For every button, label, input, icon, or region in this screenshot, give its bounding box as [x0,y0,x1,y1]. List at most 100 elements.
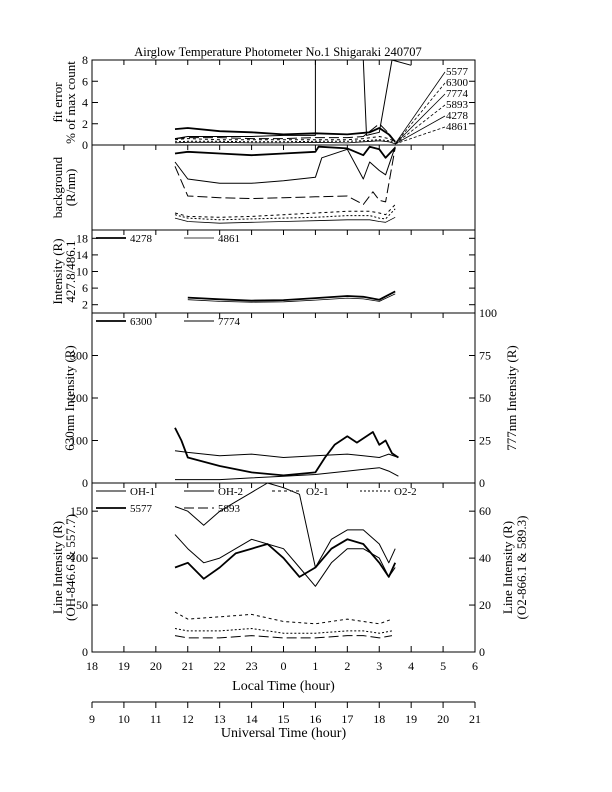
y-tick-label: 14 [76,248,88,262]
series-line-trace-4 [174,204,396,218]
series-line-6300 [174,427,399,477]
x-tick-label: 18 [86,659,98,673]
x2-tick-label: 12 [182,712,194,726]
y-axis-label: Line Intensity (R) [50,521,65,614]
y-tick-label: 2 [82,298,88,312]
x2-tick-label: 18 [373,712,385,726]
x2-tick-label: 16 [309,712,321,726]
x-tick-label: 22 [214,659,226,673]
legend-label: OH-2 [218,486,243,498]
y2-tick-label: 75 [479,349,491,363]
series-line-4278 [187,290,396,302]
series-line-7774 [175,467,399,481]
y-tick-label: 10 [76,265,88,279]
y2-tick-label: 50 [479,391,491,405]
legend-label: 4861 [446,121,468,133]
legend-label: 5577 [446,66,469,78]
x-tick-label: 3 [376,659,382,673]
legend-label: O2-2 [394,486,417,498]
y-tick-label: 6 [82,74,88,88]
y-tick-label: 100 [70,551,88,565]
x2-axis-label: Universal Time (hour) [221,726,347,741]
y-tick-label: 4 [82,96,88,110]
y-tick-label: 8 [82,53,88,67]
x-tick-label: 20 [150,659,162,673]
y-tick-label: 0 [82,645,88,659]
x2-tick-label: 11 [150,712,162,726]
y2-tick-label: 20 [479,598,491,612]
x-axis-label: Local Time (hour) [232,679,335,694]
legend-label: 5577 [130,503,153,515]
y2-axis-label: 777nm Intensity (R) [504,345,519,450]
y2-tick-label: 100 [479,306,497,320]
legend-label: 5893 [446,99,469,111]
legend-leader-line [394,115,446,145]
x2-tick-label: 9 [89,712,95,726]
chart-title: Airglow Temperature Photometer No.1 Shig… [134,45,422,59]
series-line-trace-6 [174,216,396,224]
panel-frame [91,144,476,231]
series-line-OH-1 [174,482,396,568]
y-axis-label: background [50,156,65,218]
legend-label: 7774 [446,88,469,100]
y2-axis-label: (O2-866.1 & 589.3) [514,516,529,620]
y-axis-label: fit error [50,82,65,123]
x2-tick-label: 17 [341,712,353,726]
x2-tick-label: 14 [246,712,258,726]
x-tick-label: 5 [440,659,446,673]
y-axis-label: Intensity (R) [50,238,65,304]
y-tick-label: 50 [76,598,88,612]
series-line-trace-6 [174,140,396,145]
panel-3: 2 6 10 14 18 Intensity (R)427.8/486.1 4278 4861 [50,229,476,314]
series-line-trace-3 [174,147,396,205]
y-axis-label: 427.8/486.1 [63,240,78,302]
y2-tick-label: 0 [479,476,485,490]
x-tick-label: 6 [472,659,478,673]
y2-tick-label: 0 [479,645,485,659]
series-line-trace-2 [174,146,396,184]
y-tick-label: 150 [70,504,88,518]
panel-2: background(R/nm) [50,144,476,231]
y-axis-label: (R/nm) [63,169,78,207]
legend-leader-line [394,71,446,145]
y-axis-label: % of max count [63,61,78,144]
y-tick-label: 200 [70,391,88,405]
x2-tick-label: 15 [278,712,290,726]
legend-leader-line [394,104,446,145]
legend-label: 6300 [130,316,153,328]
legend-label: OH-1 [130,486,155,498]
series-line-trace-4 [174,136,396,143]
x-tick-label: 19 [118,659,130,673]
legend-leader-line [394,82,446,145]
x-tick-label: 21 [182,659,194,673]
y-tick-label: 100 [70,434,88,448]
series-line-O2-1 [174,611,393,625]
legend-label: 7774 [218,316,241,328]
series-line-7774 [174,450,399,458]
y-tick-label: 300 [70,349,88,363]
legend-label: 4278 [446,110,469,122]
legend-label: O2-1 [306,486,329,498]
y2-tick-label: 40 [479,551,491,565]
series-line-trace-3 [174,123,396,143]
series-line-O2-2 [174,628,393,634]
legend-label: 6300 [446,77,469,89]
x2-tick-label: 10 [118,712,130,726]
x-tick-label: 0 [281,659,287,673]
y2-tick-label: 60 [479,504,491,518]
x-tick-label: 4 [408,659,414,673]
series-line-4861 [187,293,396,303]
x2-tick-label: 20 [437,712,449,726]
y-tick-label: 0 [82,476,88,490]
y2-axis-label: Line Intensity (R) [500,521,515,614]
x2-tick-label: 19 [405,712,417,726]
series-line-5893 [174,635,393,639]
series-line-trace-2 [174,59,412,140]
x2-tick-label: 13 [214,712,226,726]
panel-1: 0 2 4 6 8 fit error% of max count [50,53,476,152]
y-axis-label: (OH-846.6 & 557.7) [63,514,78,621]
x-tick-label: 2 [344,659,350,673]
